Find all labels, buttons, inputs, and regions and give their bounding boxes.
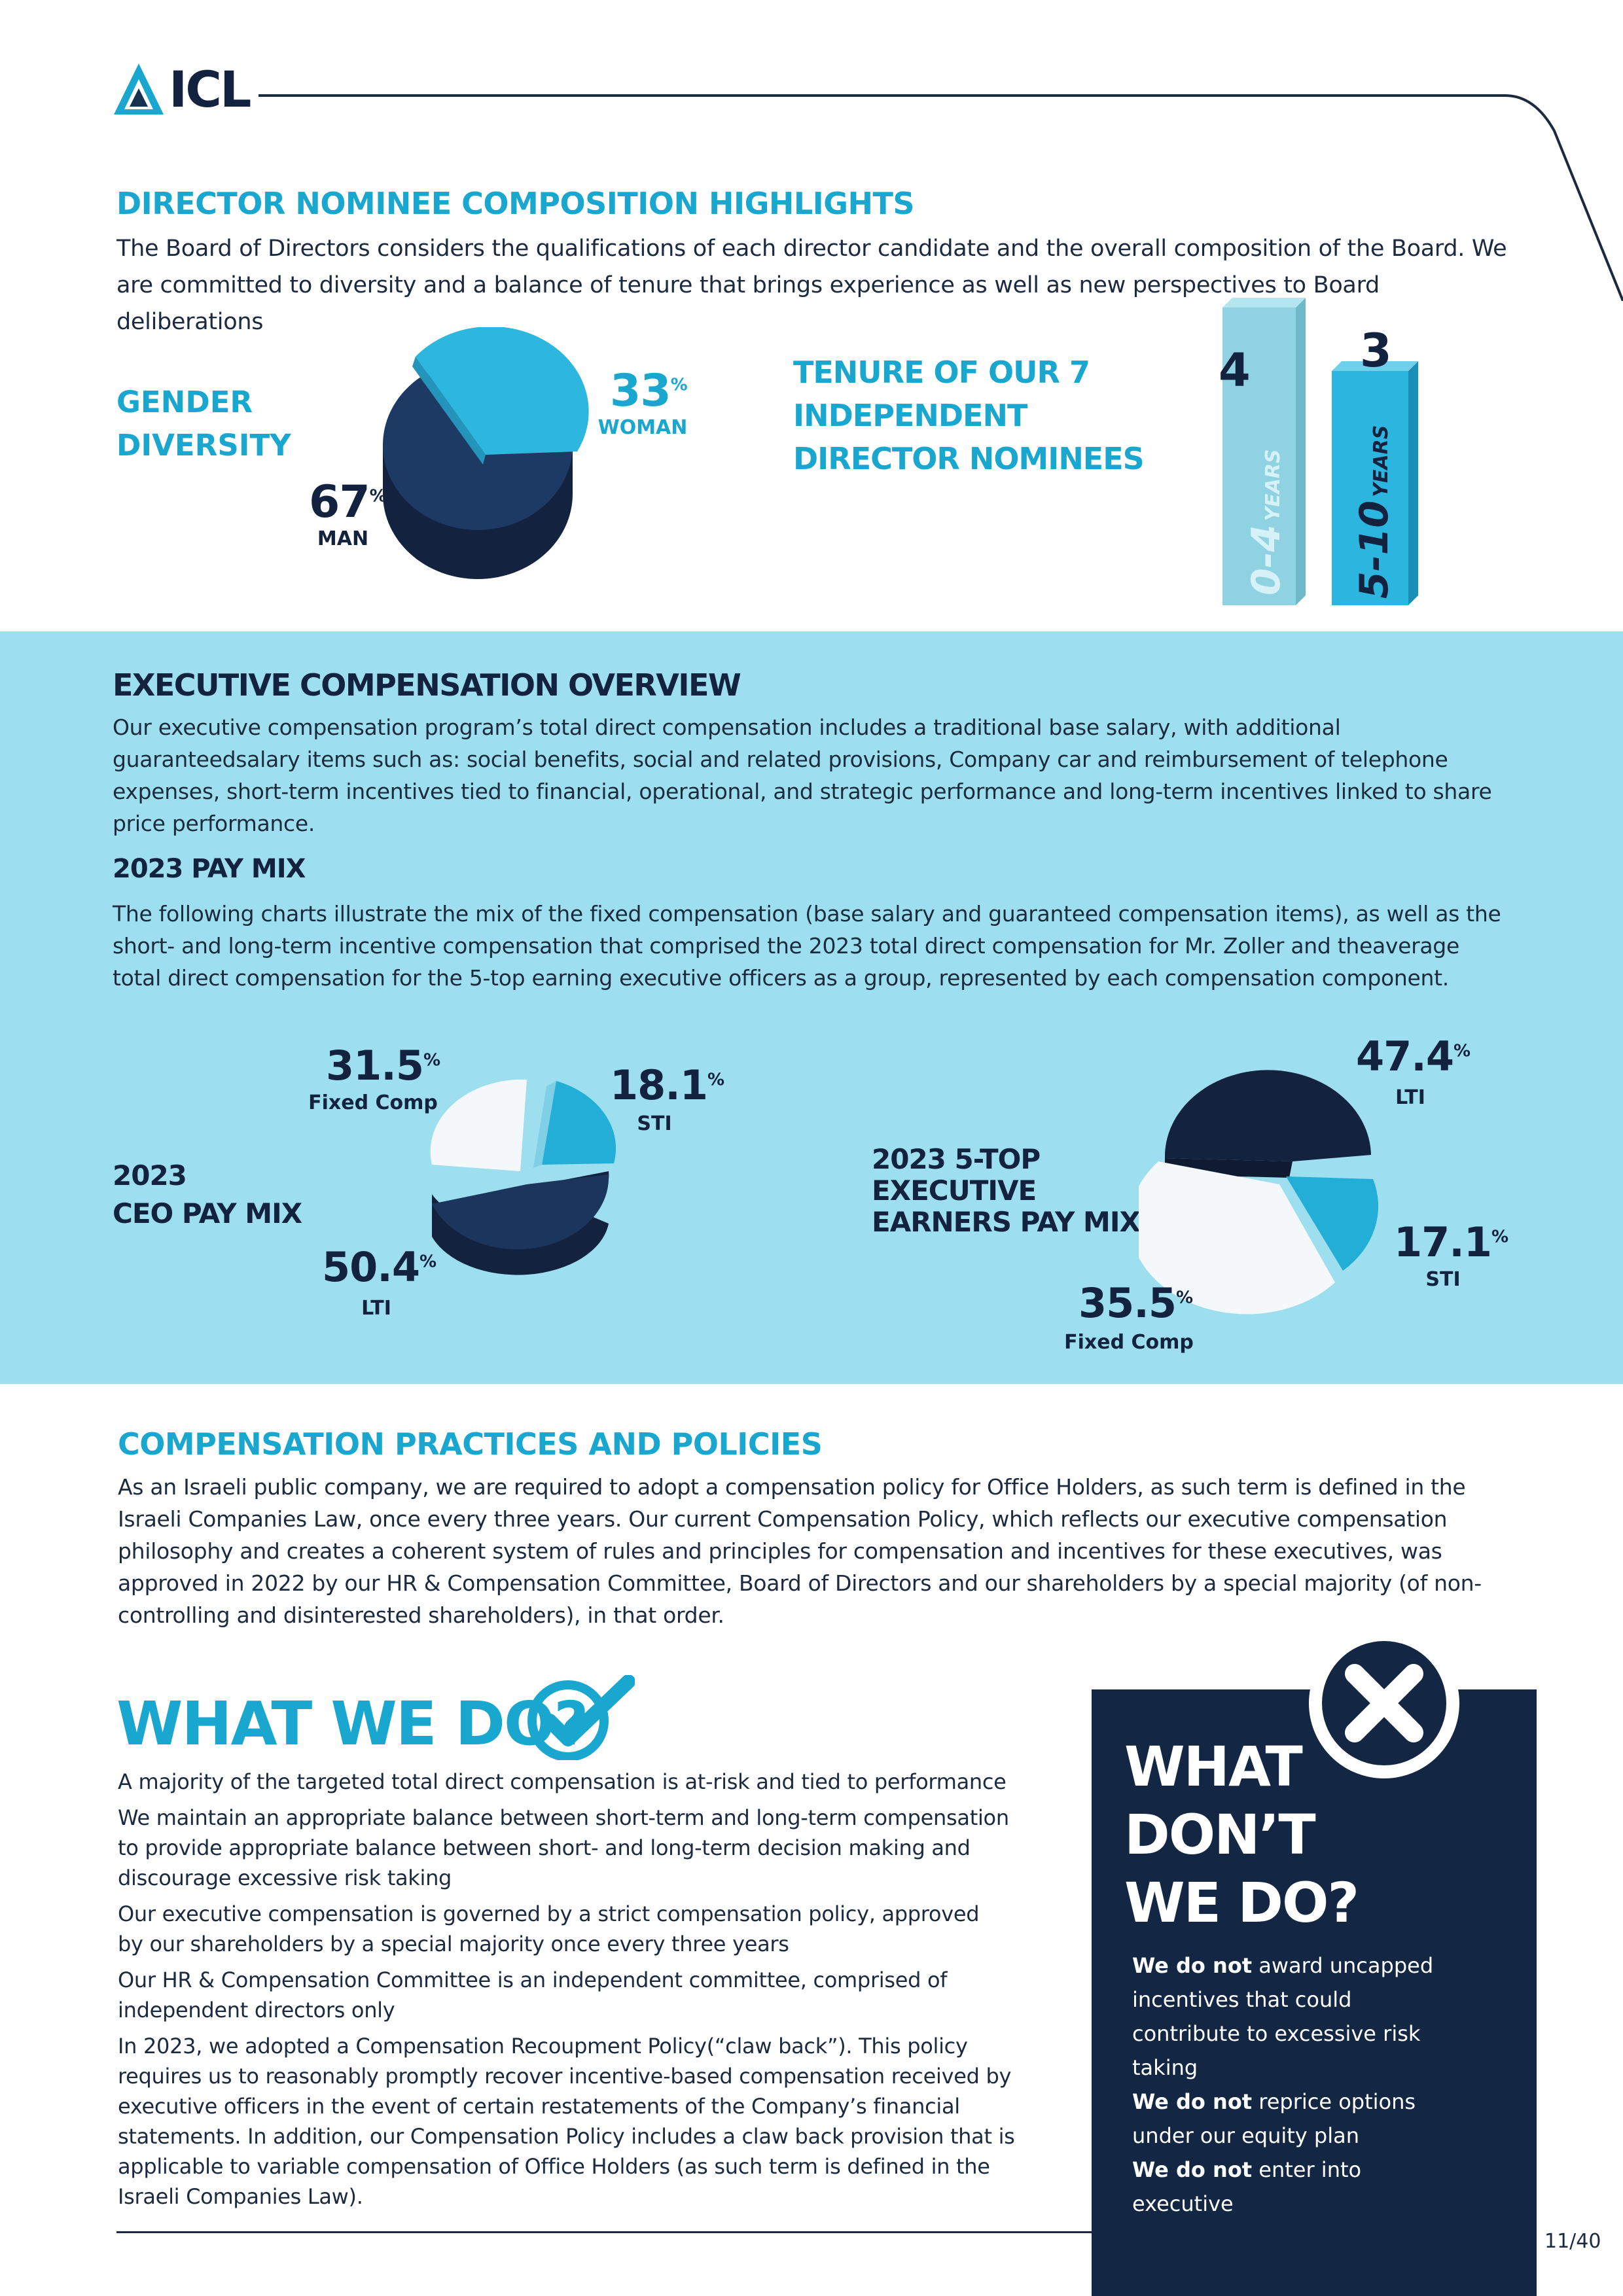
top5-pie-lti-slice xyxy=(1164,1070,1371,1161)
top5-title-line1: 2023 5-TOP xyxy=(872,1143,1041,1175)
gender-pie-woman-slice xyxy=(416,327,589,455)
what-we-do-item-2: We maintain an appropriate balance betwe… xyxy=(118,1805,1009,1890)
gender-diversity-title: GENDER DIVERSITY xyxy=(116,381,291,467)
gender-woman-value: 33% xyxy=(610,365,688,417)
cross-icon xyxy=(1309,1628,1459,1778)
gender-pie-chart xyxy=(383,327,589,579)
dont-title-line2: DON’T xyxy=(1124,1803,1316,1867)
tenure-bar-5-10-side xyxy=(1408,361,1418,605)
tenure-bar-5-10 xyxy=(1332,371,1408,605)
practices-title: COMPENSATION PRACTICES AND POLICIES xyxy=(118,1426,823,1462)
what-we-dont-box xyxy=(1092,1689,1537,2296)
footer-rule xyxy=(116,2231,1092,2233)
logo-text: ICL xyxy=(169,60,251,118)
tenure-title-line1: TENURE OF OUR 7 xyxy=(793,355,1090,390)
exec-intro: Our executive compensation program’s tot… xyxy=(113,715,1492,836)
top5-sti-value: 17.1% xyxy=(1394,1218,1508,1266)
top5-pie-sti-slice xyxy=(1286,1176,1379,1271)
tenure-title-line2: INDEPENDENT xyxy=(793,398,1027,433)
ceo-lti-value: 50.4% xyxy=(322,1243,437,1291)
top5-sti-label: STI xyxy=(1425,1268,1461,1291)
dont-item-3: We do not enter into executive xyxy=(1132,2157,1362,2216)
tenure-bar-5-10-label: 5-10 YEARS xyxy=(1351,425,1397,599)
what-we-dont-title: WHAT DON’T WE DO? xyxy=(1124,1733,1359,1937)
what-we-do-item-3: Our executive compensation is governed b… xyxy=(118,1901,980,1956)
top5-fixed-label: Fixed Comp xyxy=(1064,1331,1194,1354)
gender-woman-label: WOMAN xyxy=(597,416,688,439)
header-rule xyxy=(259,94,1623,301)
ceo-sti-label: STI xyxy=(637,1112,672,1135)
tenure-bar-chart xyxy=(1222,298,1418,605)
ceo-pie-fixed-slice xyxy=(430,1079,527,1171)
director-section-title: DIRECTOR NOMINEE COMPOSITION HIGHLIGHTS xyxy=(116,186,915,221)
dont-item-1: We do not award uncapped incentives that… xyxy=(1132,1953,1434,2080)
gender-title-line2: DIVERSITY xyxy=(116,428,291,463)
top5-pie-fixed-slice xyxy=(1139,1161,1335,1315)
paymix-title: 2023 PAY MIX xyxy=(113,854,306,884)
director-intro: The Board of Directors considers the qua… xyxy=(116,236,1507,335)
dont-title-line1: WHAT xyxy=(1124,1735,1303,1799)
ceo-fixed-label: Fixed Comp xyxy=(308,1091,438,1114)
gender-title-line1: GENDER xyxy=(116,385,253,419)
dont-item-2: We do not reprice options under our equi… xyxy=(1132,2089,1416,2148)
exec-section-title: EXECUTIVE COMPENSATION OVERVIEW xyxy=(113,667,741,703)
top5-lti-value: 47.4% xyxy=(1356,1033,1471,1080)
top5-pie-chart xyxy=(1139,1070,1379,1315)
top5-lti-label: LTI xyxy=(1395,1086,1425,1109)
what-we-do-title: WHAT WE DO? xyxy=(116,1689,589,1759)
ceo-paymix-title: 2023 CEO PAY MIX xyxy=(113,1157,302,1233)
paymix-text: The following charts illustrate the mix … xyxy=(113,901,1501,991)
top5-title-line2: EXECUTIVE xyxy=(872,1174,1037,1207)
gender-man-value: 67% xyxy=(309,476,387,528)
what-we-do-item-1: A majority of the targeted total direct … xyxy=(118,1769,1007,1794)
ceo-sti-value: 18.1% xyxy=(610,1061,724,1109)
page-number: 11/40 xyxy=(1544,2230,1601,2253)
top5-title-line3: EARNERS PAY MIX xyxy=(872,1206,1141,1238)
tenure-bar-5-10-count: 3 xyxy=(1360,324,1392,378)
tenure-bar-0-4-count: 4 xyxy=(1219,344,1251,397)
tenure-bar-0-4 xyxy=(1222,308,1296,605)
ceo-title-line1: 2023 xyxy=(113,1159,187,1192)
ceo-title-line2: CEO PAY MIX xyxy=(113,1197,302,1229)
dont-title-line3: WE DO? xyxy=(1124,1871,1359,1935)
tenure-bar-0-4-label: 0-4 YEARS xyxy=(1243,449,1289,595)
header: ICL xyxy=(0,0,1623,301)
what-we-do-list: A majority of the targeted total direct … xyxy=(118,1767,1034,2217)
tenure-title: TENURE OF OUR 7 INDEPENDENT DIRECTOR NOM… xyxy=(793,351,1145,480)
what-we-do-item-5: In 2023, we adopted a Compensation Recou… xyxy=(118,2034,1015,2209)
ceo-fixed-value: 31.5% xyxy=(326,1042,440,1089)
tenure-bar-0-4-side xyxy=(1296,298,1306,605)
practices-text: As an Israeli public company, we are req… xyxy=(118,1474,1482,1628)
ceo-lti-label: LTI xyxy=(361,1297,391,1320)
ceo-pie-lti-slice xyxy=(432,1174,609,1250)
top5-fixed-value: 35.5% xyxy=(1079,1279,1193,1327)
gender-man-label: MAN xyxy=(317,527,369,550)
what-we-do-item-4: Our HR & Compensation Committee is an in… xyxy=(118,1968,948,2022)
top5-paymix-title: 2023 5-TOP EXECUTIVE EARNERS PAY MIX xyxy=(872,1143,1141,1238)
what-we-dont-list: We do not award uncapped incentives that… xyxy=(1132,1949,1466,2221)
tenure-title-line3: DIRECTOR NOMINEES xyxy=(793,441,1145,476)
icl-logo-icon xyxy=(114,63,164,115)
ceo-pie-sti-slice xyxy=(542,1081,616,1165)
checkmark-icon xyxy=(527,1675,635,1760)
ceo-pie-chart xyxy=(430,1079,616,1275)
